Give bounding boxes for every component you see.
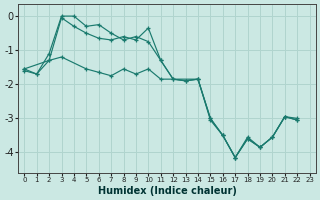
X-axis label: Humidex (Indice chaleur): Humidex (Indice chaleur)	[98, 186, 236, 196]
